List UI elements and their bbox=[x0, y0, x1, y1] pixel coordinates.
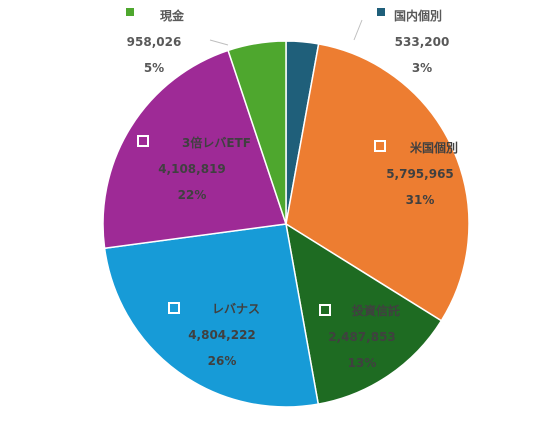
legend-marker-1 bbox=[374, 140, 386, 152]
legend-marker-3 bbox=[168, 302, 180, 314]
slice-value-0: 533,200 bbox=[395, 35, 450, 49]
slice-value-4: 4,108,819 bbox=[158, 162, 226, 176]
slice-value-2: 2,487,853 bbox=[328, 330, 396, 344]
slice-percent-3: 26% bbox=[208, 354, 237, 368]
pie-slice-3 bbox=[103, 223, 320, 408]
slice-label-0: 国内個別 533,200 3% bbox=[377, 8, 449, 75]
slice-category-5: 現金 bbox=[160, 8, 185, 23]
pie-slice-1 bbox=[285, 43, 470, 322]
slice-category-3: レバナス bbox=[212, 302, 260, 316]
legend-marker-5 bbox=[126, 8, 134, 16]
slice-category-4: 3倍レバETF bbox=[182, 135, 251, 150]
leader-line-5 bbox=[209, 39, 229, 46]
slice-category-2: 投資信託 bbox=[352, 303, 400, 318]
slice-label-2: 投資信託 2,487,853 13% bbox=[319, 303, 400, 370]
slice-label-5: 現金 958,026 5% bbox=[126, 8, 185, 75]
slice-label-1: 米国個別 5,795,965 31% bbox=[374, 140, 458, 207]
slice-value-5: 958,026 bbox=[127, 35, 182, 49]
slice-percent-0: 3% bbox=[412, 61, 432, 75]
pie-slice-2 bbox=[284, 222, 443, 406]
slice-percent-1: 31% bbox=[406, 193, 435, 207]
slice-category-1: 米国個別 bbox=[410, 140, 458, 155]
legend-marker-4 bbox=[137, 135, 149, 147]
pie-slice-5 bbox=[227, 40, 287, 225]
slice-percent-5: 5% bbox=[144, 61, 164, 75]
slice-value-3: 4,804,222 bbox=[188, 328, 256, 342]
legend-marker-0 bbox=[377, 8, 385, 16]
leader-line-0 bbox=[353, 19, 363, 41]
slice-category-0: 国内個別 bbox=[394, 8, 442, 23]
legend-marker-2 bbox=[319, 304, 331, 316]
slice-percent-2: 13% bbox=[348, 356, 377, 370]
slice-percent-4: 22% bbox=[178, 188, 207, 202]
pie-slice-4 bbox=[102, 49, 287, 250]
slice-label-3: レバナス 4,804,222 26% bbox=[168, 302, 260, 368]
slice-value-1: 5,795,965 bbox=[386, 167, 454, 181]
slice-label-4: 3倍レバETF 4,108,819 22% bbox=[137, 135, 251, 202]
